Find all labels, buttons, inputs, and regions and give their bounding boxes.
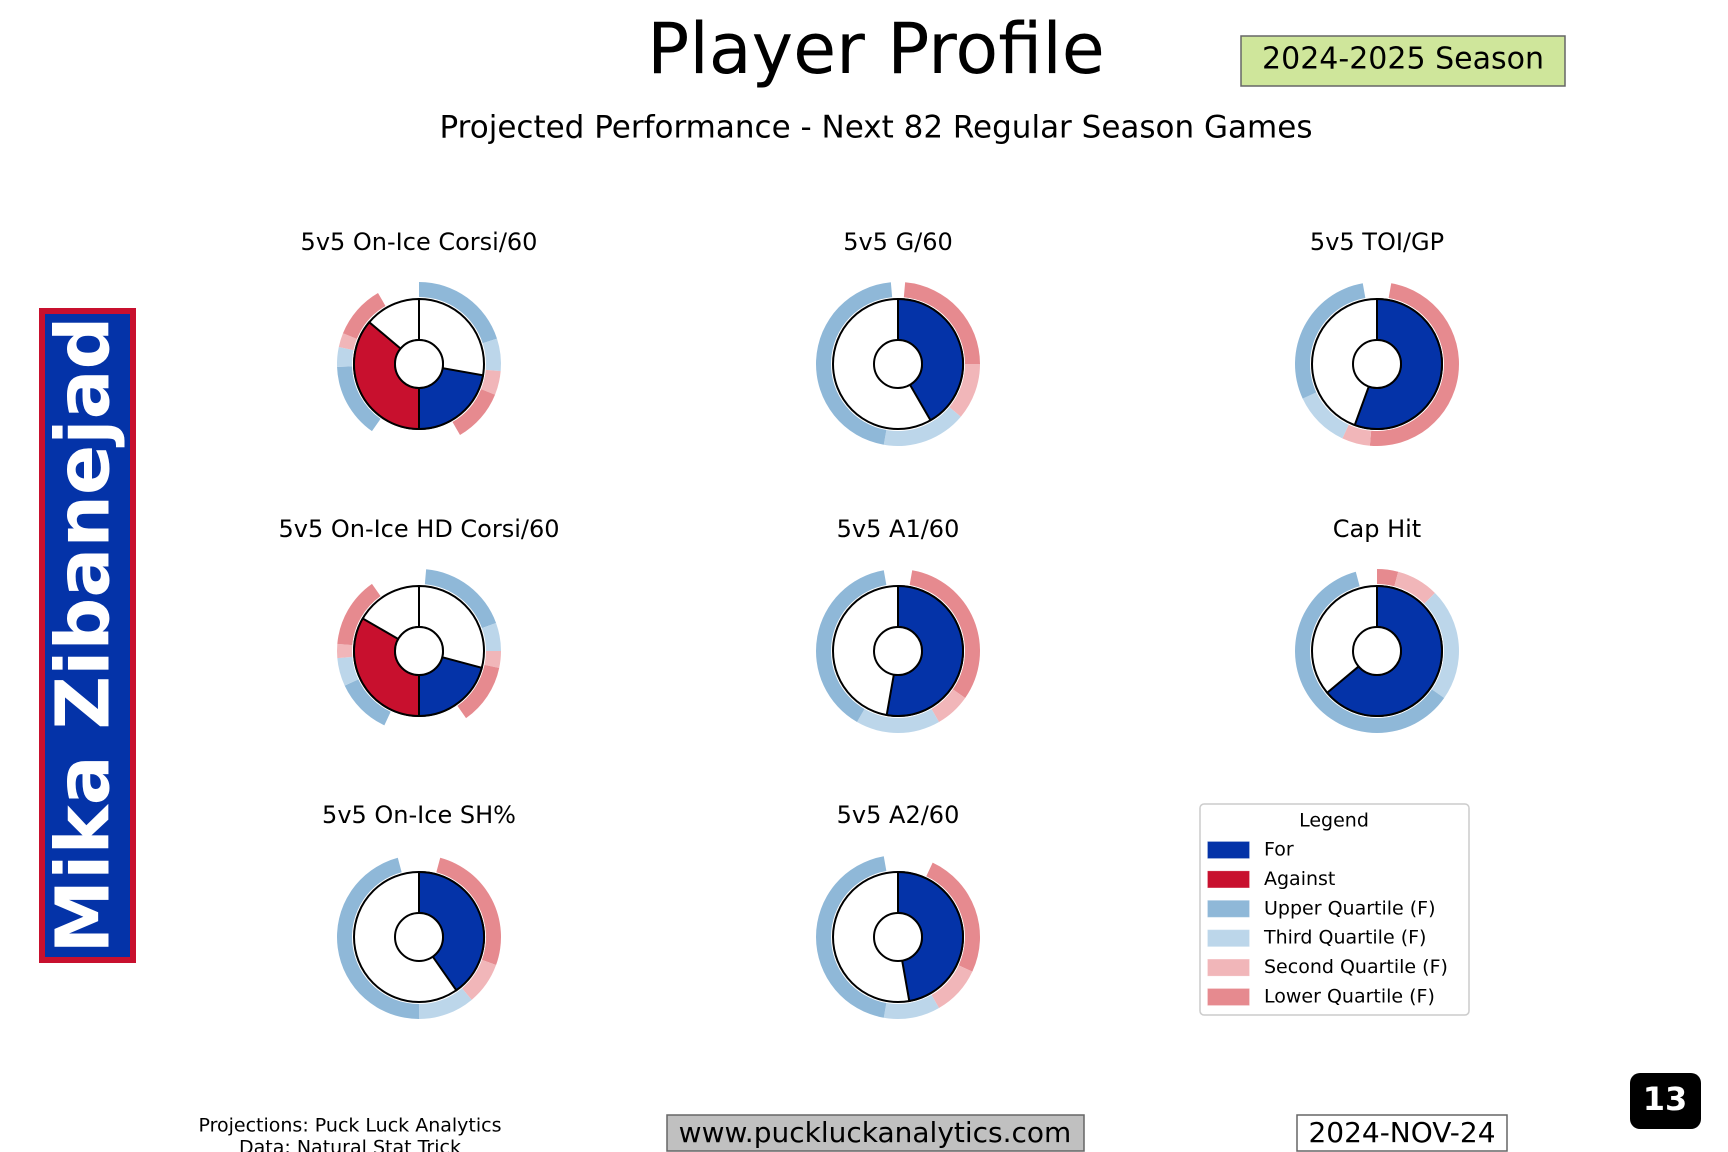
legend-label: For	[1264, 839, 1294, 861]
quartile-band	[342, 292, 386, 339]
legend-label: Second Quartile (F)	[1264, 956, 1448, 978]
quartile-band	[1342, 424, 1372, 446]
page-badge	[1630, 1073, 1701, 1129]
credit: Projections: Puck Luck Analytics	[198, 1115, 501, 1137]
legend-label: Third Quartile (F)	[1263, 927, 1426, 949]
player-banner	[39, 308, 136, 963]
quartile-band	[926, 862, 980, 972]
quartile-band	[481, 622, 501, 651]
chart-title: 5v5 On-Ice HD Corsi/60	[278, 515, 559, 543]
player-name: Mika Zibanejad	[41, 317, 127, 954]
chart-title: 5v5 G/60	[843, 228, 953, 256]
credit: Data: Natural Stat Trick	[239, 1137, 461, 1152]
quartile-band	[337, 583, 381, 646]
quartile-band	[1294, 283, 1366, 399]
quartile-band	[424, 569, 497, 629]
legend-label: Upper Quartile (F)	[1264, 897, 1436, 919]
quartile-band	[931, 965, 973, 1009]
quartile-band	[481, 369, 501, 395]
chart-title: 5v5 TOI/GP	[1310, 228, 1444, 256]
quartile-band	[436, 857, 502, 966]
quartile-band	[344, 679, 391, 726]
quartile-band	[903, 282, 980, 364]
quartile-band	[484, 651, 501, 669]
chart-title: 5v5 On-Ice SH%	[322, 801, 516, 829]
legend-swatch	[1207, 959, 1250, 977]
chart-title: 5v5 On-Ice Corsi/60	[301, 228, 538, 256]
page-title: Player Profile	[647, 8, 1105, 90]
season-box	[1240, 35, 1566, 87]
donut-hole	[1352, 339, 1402, 389]
quartile-band	[419, 282, 497, 344]
quartile-band	[419, 988, 472, 1019]
quartile-band	[337, 643, 353, 659]
quartile-band	[909, 570, 980, 699]
quartile-band	[337, 656, 359, 686]
quartile-band	[482, 338, 501, 372]
quartile-band	[857, 709, 939, 733]
legend-box	[1199, 803, 1470, 1016]
quartile-band	[337, 346, 354, 367]
season-label: 2024-2025 Season	[1262, 42, 1544, 77]
quartile-band	[1424, 593, 1459, 699]
legend-swatch	[1207, 870, 1250, 888]
quartile-band	[931, 689, 966, 723]
legend-swatch	[1207, 929, 1250, 947]
legend-title: Legend	[1299, 810, 1369, 832]
website-box	[666, 1114, 1085, 1152]
quartile-band	[337, 857, 419, 1019]
legend-label: Against	[1264, 868, 1335, 890]
quartile-band	[816, 570, 887, 723]
legend-label: Lower Quartile (F)	[1264, 986, 1435, 1008]
donut-hole	[1352, 626, 1402, 676]
quartile-band	[457, 664, 500, 719]
donut-hole	[394, 912, 444, 962]
donut-hole	[873, 626, 923, 676]
legend-swatch	[1207, 900, 1250, 918]
legend-swatch	[1207, 841, 1250, 859]
quartile-band	[949, 364, 980, 417]
quartile-band	[816, 856, 887, 1018]
donut-hole	[394, 626, 444, 676]
page-number: 13	[1643, 1080, 1688, 1118]
subtitle: Projected Performance - Next 82 Regular …	[440, 110, 1313, 146]
quartile-band	[462, 959, 497, 1000]
quartile-band	[816, 282, 893, 445]
donut-hole	[394, 339, 444, 389]
quartile-band	[883, 995, 939, 1019]
website: www.puckluckanalytics.com	[679, 1116, 1072, 1149]
quartile-band	[1377, 569, 1399, 587]
date-box	[1296, 1114, 1508, 1152]
quartile-band	[883, 407, 961, 446]
quartile-band	[1302, 392, 1349, 439]
quartile-band	[452, 389, 496, 436]
date: 2024-NOV-24	[1308, 1116, 1495, 1149]
legend-swatch	[1207, 988, 1250, 1006]
quartile-band	[338, 333, 357, 351]
chart-title: 5v5 A1/60	[837, 515, 960, 543]
chart-title: 5v5 A2/60	[837, 801, 960, 829]
quartile-band	[1394, 571, 1435, 604]
quartile-band	[1369, 283, 1459, 446]
donut-hole	[873, 339, 923, 389]
quartile-band	[337, 366, 381, 432]
donut-hole	[873, 912, 923, 962]
chart-title: Cap Hit	[1333, 515, 1421, 543]
